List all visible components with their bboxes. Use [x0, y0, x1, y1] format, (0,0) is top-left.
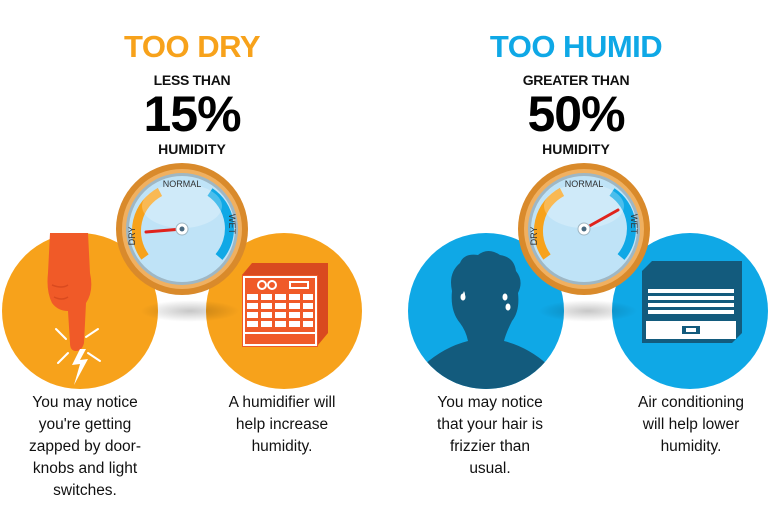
gauge-label-wet: WET: [227, 214, 237, 234]
caption-humidifier: A humidifier will help increase humidity…: [197, 392, 367, 458]
gauge-label-dry: DRY: [529, 227, 539, 246]
caption-static-shock: You may notice you're getting zapped by …: [0, 392, 170, 502]
caption-line: zapped by door-: [28, 438, 142, 455]
gauge-label-normal: NORMAL: [163, 179, 202, 189]
humidity-label: HUMIDITY: [542, 141, 610, 157]
caption-line: You may notice: [437, 394, 543, 411]
sweating-person-frizzy-hair-icon: [424, 251, 548, 389]
caption-air-conditioning: Air conditioning will help lower humidit…: [606, 392, 768, 458]
caption-line: you're getting: [38, 416, 132, 433]
pointing-finger-static-shock-icon: [47, 233, 101, 385]
caption-line: Air conditioning: [638, 394, 744, 411]
air-conditioner-icon: [642, 261, 742, 343]
caption-line: help increase: [235, 416, 329, 433]
gauge-label-dry: DRY: [127, 227, 137, 246]
gauge-shadow: [140, 300, 240, 322]
caption-line: will help lower: [642, 416, 740, 433]
caption-line: You may notice: [32, 394, 138, 411]
humidity-gauge-humid: NORMAL DRY WET: [517, 162, 651, 296]
caption-frizzy-hair: You may notice that your hair is frizzie…: [405, 392, 575, 480]
title-too-humid: TOO HUMID: [489, 29, 663, 64]
humidifier-icon: [242, 263, 328, 347]
humidity-gauge-dry: NORMAL DRY WET: [115, 162, 249, 296]
caption-line: knobs and light: [32, 460, 138, 477]
gauge-shadow: [538, 300, 638, 322]
panel-too-humid: TOO HUMID GREATER THAN 50% HUMIDITY: [384, 0, 768, 517]
gauge-label-normal: NORMAL: [565, 179, 604, 189]
panel-too-dry: TOO DRY LESS THAN 15% HUMIDITY: [0, 29, 367, 502]
caption-line: switches.: [53, 482, 117, 499]
caption-line: that your hair is: [437, 416, 543, 433]
gauge-label-wet: WET: [629, 214, 639, 234]
caption-line: usual.: [469, 460, 511, 477]
title-too-dry: TOO DRY: [123, 29, 261, 64]
qualifier-less-than: LESS THAN: [153, 72, 231, 88]
caption-line: humidity.: [251, 438, 313, 455]
caption-line: A humidifier will: [228, 394, 336, 411]
percent-value: 15%: [143, 86, 241, 142]
percent-value: 50%: [527, 86, 625, 142]
humidity-label: HUMIDITY: [158, 141, 226, 157]
caption-line: frizzier than: [449, 438, 531, 455]
qualifier-greater-than: GREATER THAN: [522, 72, 630, 88]
caption-line: humidity.: [660, 438, 722, 455]
